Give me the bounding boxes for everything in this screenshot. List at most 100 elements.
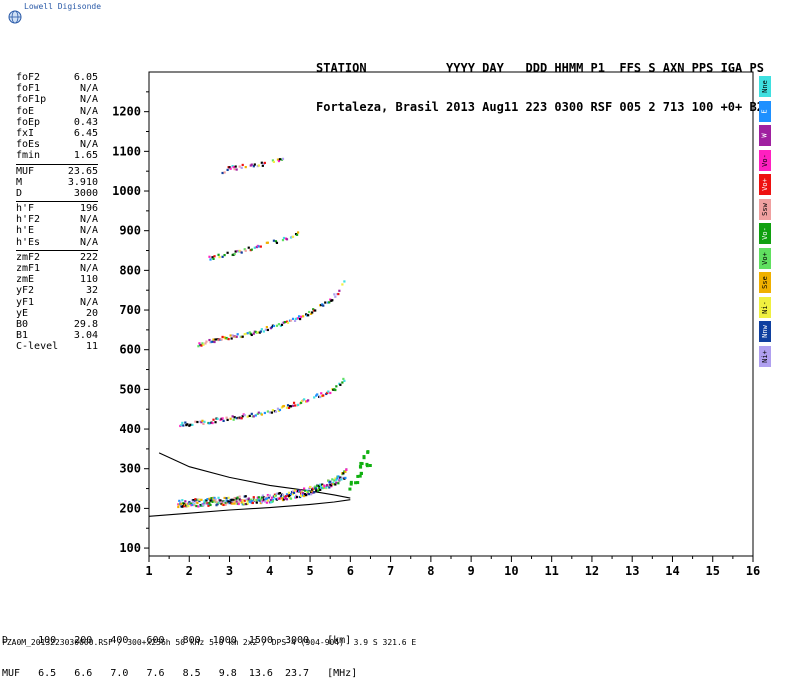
trace-echo (244, 495, 247, 498)
trace-echo (331, 299, 334, 302)
trace-echo (181, 421, 184, 425)
trace-echo (339, 383, 342, 386)
trace-echo (332, 481, 335, 484)
trace-echo (217, 496, 220, 499)
trace-echo (243, 332, 246, 336)
trace-echo (207, 504, 210, 507)
trace-echo (319, 488, 322, 491)
trace-echo (229, 417, 232, 420)
trace-echo (331, 478, 334, 481)
trace-echo (233, 496, 236, 500)
trace-echo (343, 280, 346, 283)
trace-echo (262, 330, 265, 333)
trace-echo (354, 481, 358, 485)
legend-item: Sse (759, 272, 771, 293)
trace-echo (259, 498, 262, 501)
param-row: foE N/A (16, 106, 98, 117)
trace-echo (180, 424, 183, 427)
legend-item: Ni- (759, 296, 771, 318)
trace-echo (266, 241, 269, 244)
trace-echo (277, 159, 281, 163)
trace-echo (226, 251, 229, 254)
trace-echo (182, 424, 185, 427)
trace-echo (208, 422, 211, 425)
trace-echo (225, 497, 228, 500)
x-tick-label: 13 (625, 564, 639, 578)
trace-echo (337, 482, 340, 485)
trace-echo (240, 251, 243, 254)
trace-echo (328, 486, 331, 489)
trace-echo (254, 414, 257, 417)
param-row: h'F 196 (16, 203, 98, 214)
param-label: yF2 (16, 285, 35, 297)
trace-echo (313, 396, 316, 399)
trace-echo (250, 412, 253, 415)
trace-echo (281, 239, 285, 242)
trace-echo (293, 489, 297, 492)
trace-echo (263, 411, 266, 415)
trace-echo (334, 388, 337, 392)
param-row: h'F2 N/A (16, 214, 98, 225)
trace-echo (263, 500, 266, 503)
trace-echo (206, 498, 209, 501)
trace-echo (246, 502, 249, 505)
trace-echo (255, 501, 258, 504)
trace-echo (285, 320, 289, 323)
trace-echo (267, 496, 270, 499)
app-label: Lowell Digisonde (24, 2, 102, 11)
trace-echo (219, 499, 222, 502)
trace-echo (334, 295, 337, 298)
param-row: h'E N/A (16, 225, 98, 236)
param-label: zmF1 (16, 263, 41, 274)
trace-echo (317, 489, 320, 492)
trace-echo (212, 257, 215, 261)
lowell-digisonde-logo: Lowell Digisonde (6, 2, 126, 28)
trace-echo (275, 241, 279, 244)
trace-echo (230, 498, 233, 501)
trace-echo (321, 483, 324, 486)
trace-echo (243, 414, 246, 417)
legend-item: W (759, 125, 771, 146)
trace-echo (260, 501, 263, 504)
trace-echo (327, 479, 330, 482)
trace-echo (287, 495, 291, 498)
trace-echo (251, 501, 254, 505)
trace-echo (320, 392, 323, 395)
legend-label: Sse (760, 276, 769, 289)
trace-echo (206, 502, 209, 505)
param-label: yF1 (16, 296, 35, 308)
trace-echo (202, 504, 205, 507)
param-value: 23.65 (67, 165, 98, 177)
trace-echo (291, 317, 295, 320)
trace-echo (234, 499, 237, 502)
x-tick-label: 15 (706, 564, 720, 578)
trace-echo (260, 413, 263, 416)
trace-echo (264, 328, 267, 331)
trace-echo (342, 472, 345, 475)
trace-echo (249, 498, 252, 501)
trace-echo (324, 301, 327, 304)
trace-echo (311, 311, 314, 314)
legend-item: E (759, 100, 771, 122)
trace-echo (339, 476, 342, 479)
param-label: yE (16, 307, 29, 319)
trace-echo (201, 419, 204, 422)
trace-echo (359, 472, 363, 476)
trace-echo (244, 249, 247, 252)
x-tick-label: 9 (468, 564, 475, 578)
trace-echo (240, 166, 243, 169)
trace-echo (216, 503, 219, 506)
y-tick-label: 900 (119, 224, 141, 238)
legend-label: Vo- (760, 227, 769, 240)
trace-echo (211, 500, 214, 503)
trace-echo (265, 497, 268, 500)
trace-echo (240, 417, 243, 420)
trace-echo (272, 324, 276, 328)
param-label: zmE (16, 274, 35, 286)
trace-echo (221, 255, 224, 258)
param-row: yF1 N/A (16, 297, 98, 308)
trace-echo (337, 292, 340, 296)
trace-echo (356, 474, 360, 478)
legend-label: Vo+ (760, 178, 769, 191)
param-row: zmF1 N/A (16, 263, 98, 274)
